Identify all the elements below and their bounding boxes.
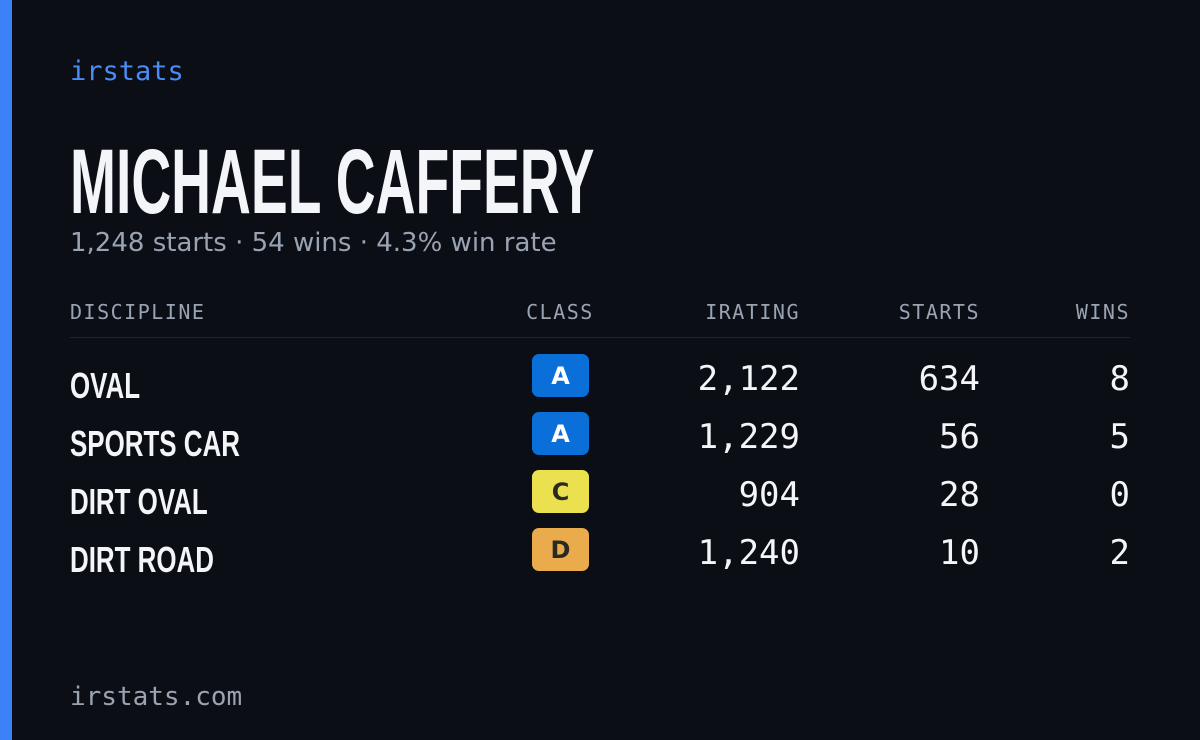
class-badge: A — [532, 412, 589, 455]
discipline: DIRT OVAL — [70, 481, 208, 522]
wins: 0 — [1109, 475, 1130, 515]
starts: 28 — [939, 475, 980, 515]
class-badge: C — [532, 470, 589, 513]
accent-bar — [0, 0, 12, 740]
irating: 1,229 — [697, 417, 800, 457]
subtitle: 1,248 starts · 54 wins · 4.3% win rate — [70, 228, 557, 258]
wins: 2 — [1109, 533, 1130, 573]
column-header: DISCIPLINE — [70, 300, 206, 324]
irating: 1,240 — [697, 533, 800, 573]
starts: 634 — [918, 359, 980, 399]
title: MICHAEL CAFFERY — [70, 131, 595, 233]
discipline: DIRT ROAD — [70, 539, 214, 580]
irating: 904 — [738, 475, 800, 515]
brand: irstats — [70, 56, 184, 87]
column-header: STARTS — [898, 300, 980, 324]
starts: 10 — [939, 533, 980, 573]
starts: 56 — [939, 417, 980, 457]
class-badge: D — [532, 528, 589, 571]
wins: 8 — [1109, 359, 1130, 399]
column-header: CLASS — [526, 300, 594, 324]
discipline: OVAL — [70, 365, 141, 406]
header-rule — [70, 337, 1130, 338]
discipline: SPORTS CAR — [70, 423, 240, 464]
column-header: WINS — [1075, 300, 1130, 324]
footer: irstats.com — [70, 682, 243, 712]
irating: 2,122 — [697, 359, 800, 399]
column-header: IRATING — [705, 300, 800, 324]
class-badge: A — [532, 354, 589, 397]
wins: 5 — [1109, 417, 1130, 457]
